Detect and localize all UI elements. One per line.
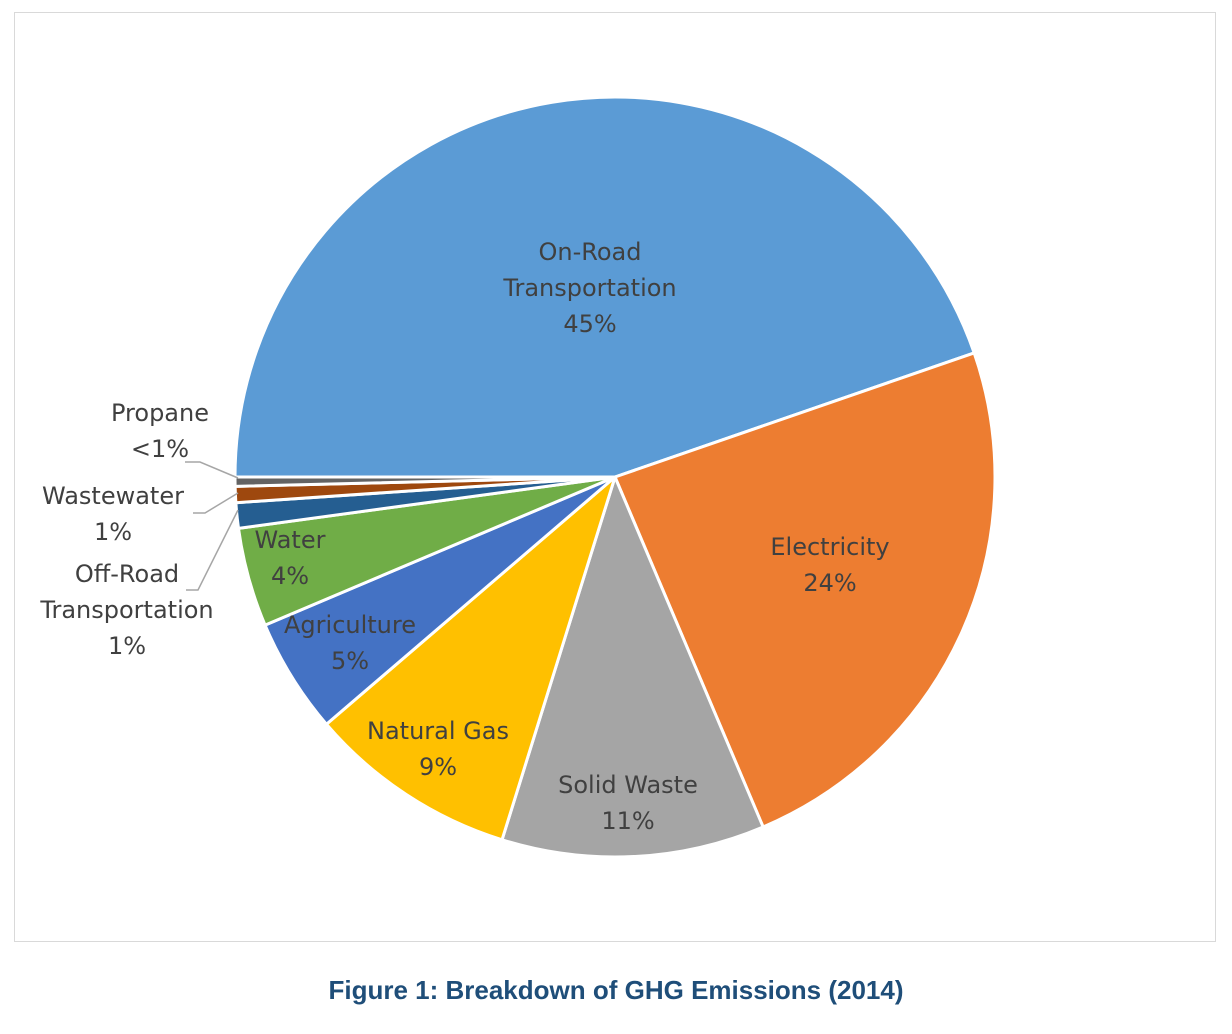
- leader-line-off-road-transportation: [186, 509, 239, 591]
- label-agriculture: Agriculture 5%: [284, 611, 416, 675]
- label-name-off-road-transportation: Transportation: [39, 596, 213, 624]
- label-percent-wastewater: 1%: [94, 518, 132, 546]
- label-percent-solid-waste: 11%: [601, 807, 654, 835]
- label-percent-off-road-transportation: 1%: [108, 632, 146, 660]
- slice-solid-waste: [500, 475, 765, 859]
- label-wastewater: Wastewater 1%: [42, 482, 184, 546]
- label-name-propane: Propane: [111, 399, 209, 427]
- label-percent-agriculture: 5%: [331, 647, 369, 675]
- label-name-electricity: Electricity: [770, 533, 889, 561]
- label-propane: Propane <1%: [111, 399, 209, 463]
- label-name-off-road-transportation: Off-Road: [75, 560, 179, 588]
- label-on-road-transportation: On-Road Transportation 45%: [502, 238, 676, 338]
- label-name-water: Water: [255, 526, 326, 554]
- label-solid-waste: Solid Waste 11%: [558, 771, 698, 835]
- label-percent-electricity: 24%: [803, 569, 856, 597]
- label-water: Water 4%: [255, 526, 326, 590]
- label-natural-gas: Natural Gas 9%: [367, 717, 509, 781]
- label-electricity: Electricity 24%: [770, 533, 889, 597]
- pie-chart: On-Road Transportation 45% Electricity 24% So…: [39, 95, 997, 859]
- slice-labels: On-Road Transportation 45% Electricity 24% So…: [39, 238, 889, 835]
- figure-caption: Figure 1: Breakdown of GHG Emissions (20…: [328, 975, 904, 1005]
- label-percent-propane: <1%: [131, 435, 189, 463]
- leader-line-wastewater: [193, 492, 239, 514]
- leader-line-propane: [185, 461, 239, 479]
- label-name-solid-waste: Solid Waste: [558, 771, 698, 799]
- label-percent-on-road-transportation: 45%: [563, 310, 616, 338]
- slice-on-road-transportation: [233, 95, 976, 479]
- slice-electricity: [613, 351, 997, 829]
- label-name-agriculture: Agriculture: [284, 611, 416, 639]
- leader-lines: [185, 461, 239, 591]
- label-name-on-road-transportation: On-Road: [539, 238, 642, 266]
- label-name-on-road-transportation: Transportation: [502, 274, 676, 302]
- pie-slices: [233, 95, 997, 859]
- label-off-road-transportation: Off-Road Transportation 1%: [39, 560, 213, 660]
- label-percent-natural-gas: 9%: [419, 753, 457, 781]
- label-percent-water: 4%: [271, 562, 309, 590]
- label-name-wastewater: Wastewater: [42, 482, 184, 510]
- label-name-natural-gas: Natural Gas: [367, 717, 509, 745]
- slice-natural-gas: [324, 475, 617, 842]
